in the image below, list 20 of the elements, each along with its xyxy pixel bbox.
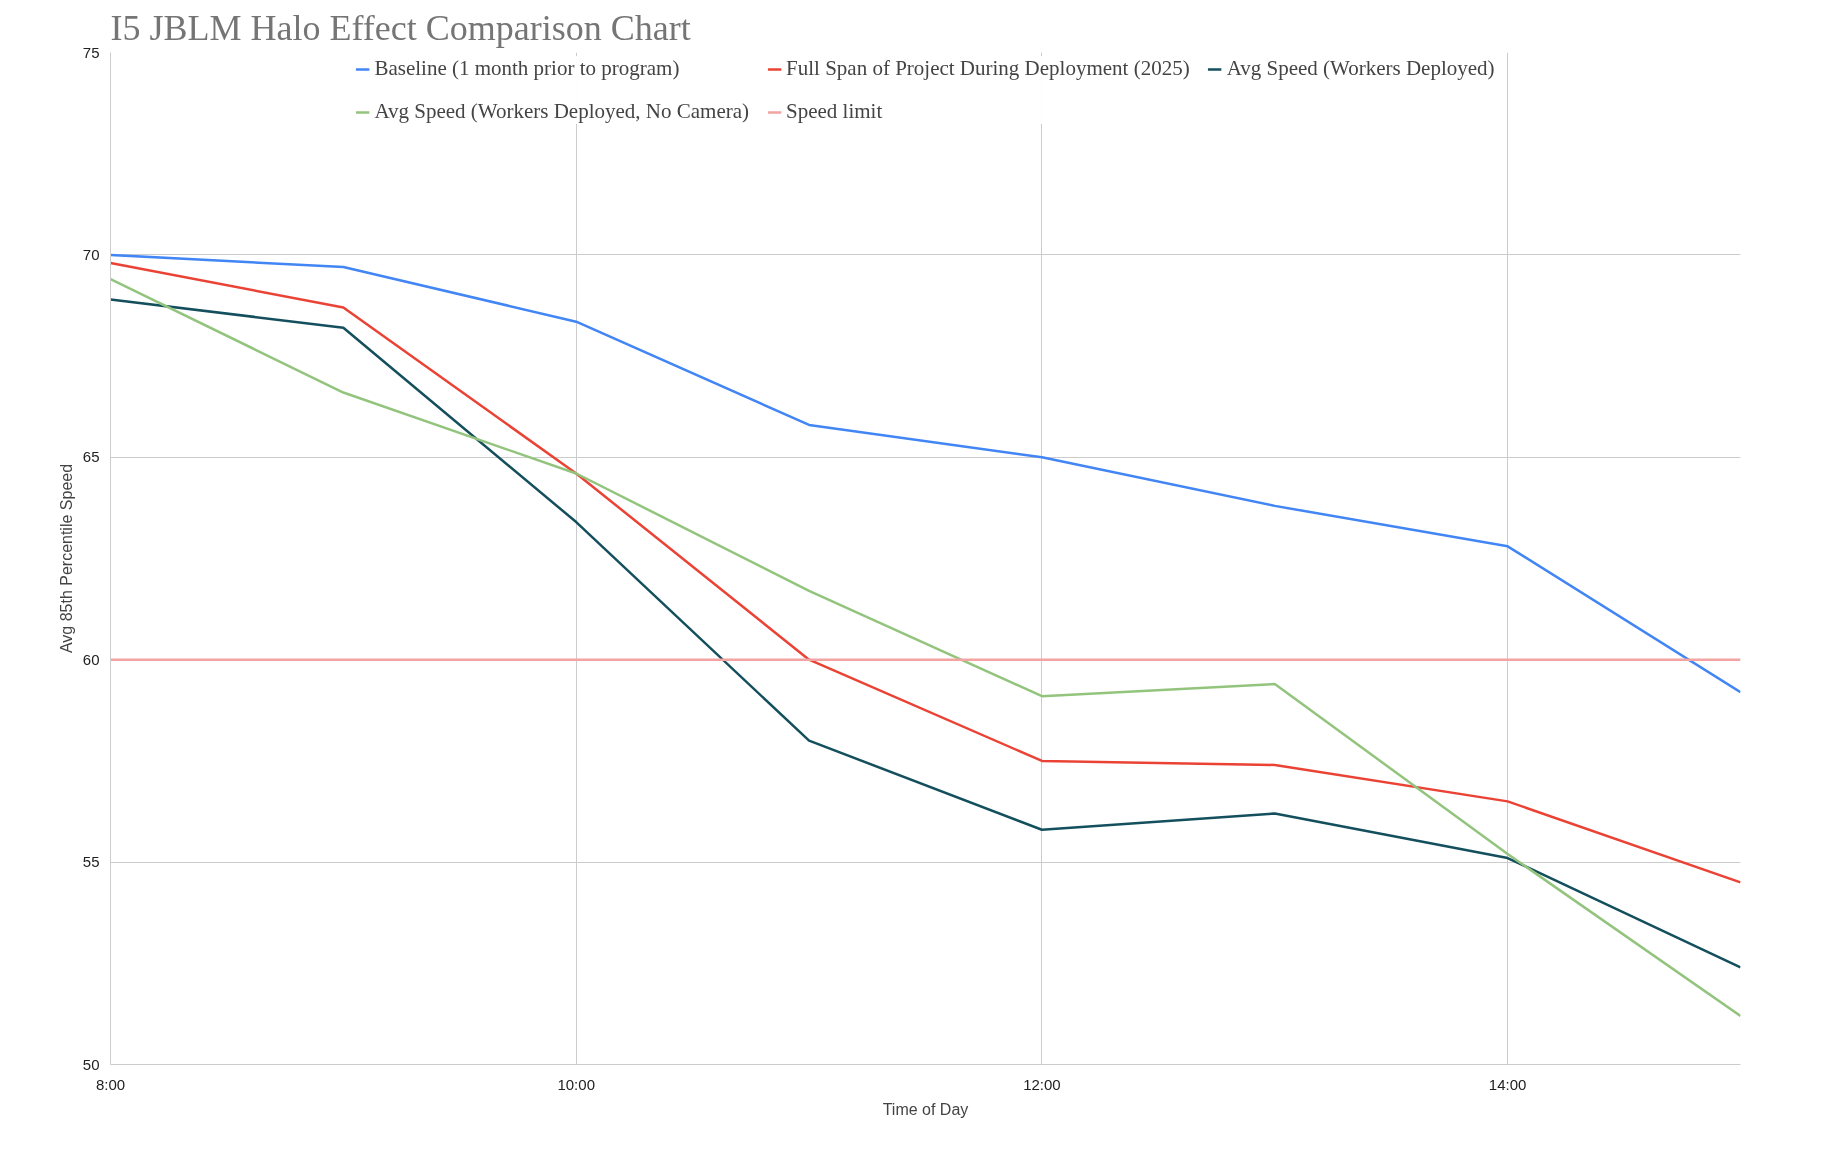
legend-label: Avg Speed (Workers Deployed, No Camera) xyxy=(374,99,750,124)
x-axis-title: Time of Day xyxy=(882,1100,969,1118)
y-tick-label: 50 xyxy=(82,1055,100,1073)
y-tick-label: 65 xyxy=(82,448,100,466)
x-tick-label: 8:00 xyxy=(95,1075,126,1093)
x-tick-label: 12:00 xyxy=(1023,1075,1061,1093)
y-axis-title: Avg 85th Percentile Speed xyxy=(57,463,75,654)
chart-title: I5 JBLM Halo Effect Comparison Chart xyxy=(110,7,691,48)
line-series xyxy=(110,253,1741,694)
y-tick-label: 55 xyxy=(82,853,100,871)
legend-label: Avg Speed (Workers Deployed) xyxy=(1226,56,1495,81)
legend-label: Full Span of Project During Deployment (2025) xyxy=(786,56,1190,81)
legend-label: Baseline (1 month prior to program) xyxy=(374,56,680,81)
x-tick-label: 14:00 xyxy=(1488,1075,1527,1093)
x-tick-label: 10:00 xyxy=(557,1075,595,1093)
y-tick-label: 70 xyxy=(82,245,100,263)
line-series xyxy=(110,261,1741,884)
legend-label: Speed limit xyxy=(786,99,883,124)
y-tick-label: 60 xyxy=(82,650,100,668)
y-tick-label: 75 xyxy=(82,43,100,61)
